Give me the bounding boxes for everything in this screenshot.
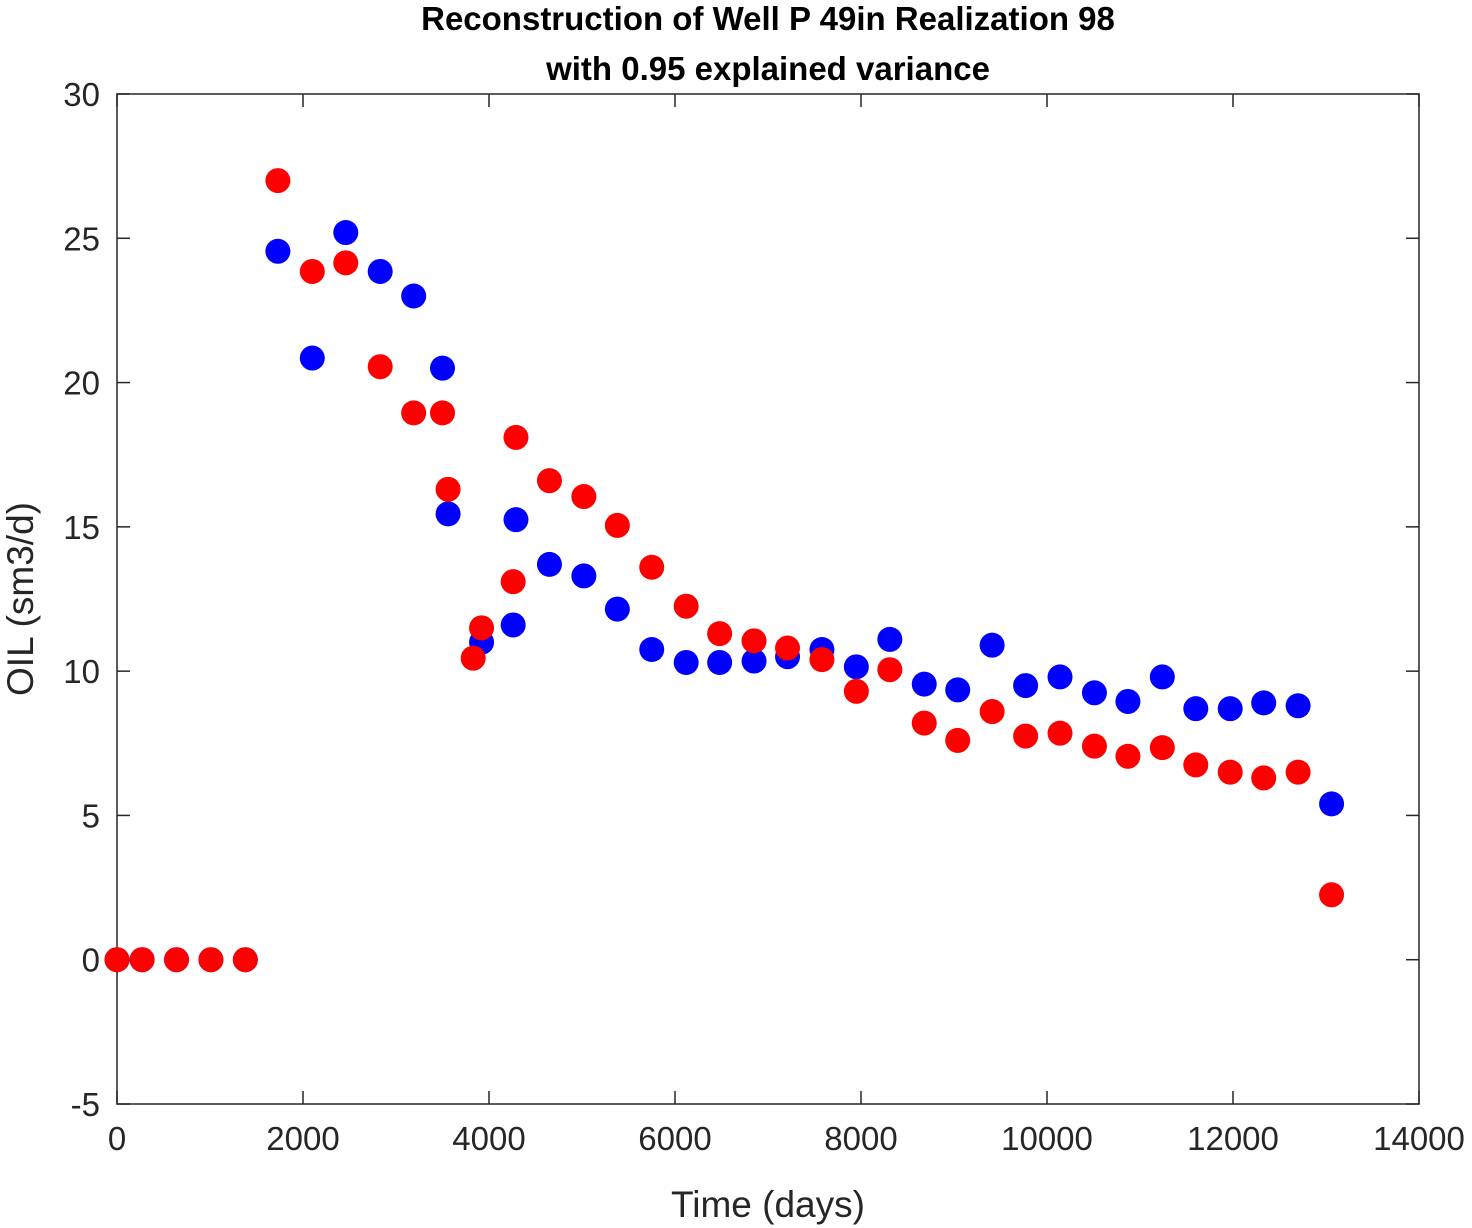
data-point-blue	[1183, 696, 1209, 722]
data-point-blue	[299, 345, 325, 371]
data-point-blue	[1285, 693, 1311, 719]
data-point-red	[1319, 882, 1345, 908]
y-tick-label: 15	[63, 509, 100, 546]
data-point-blue	[741, 648, 767, 674]
data-point-red	[469, 615, 495, 641]
data-point-blue	[265, 238, 291, 264]
data-point-red	[707, 621, 733, 647]
data-point-blue	[333, 220, 359, 246]
data-point-red	[911, 710, 937, 736]
data-point-red	[1115, 743, 1141, 769]
data-point-red	[503, 424, 529, 450]
data-point-blue	[604, 596, 630, 622]
data-point-blue	[435, 501, 461, 527]
data-point-blue	[1013, 673, 1039, 699]
data-point-red	[367, 354, 393, 380]
y-tick-label: 0	[82, 942, 100, 979]
data-point-red	[775, 635, 801, 661]
x-tick-label: 4000	[452, 1120, 525, 1157]
data-point-blue	[1217, 696, 1243, 722]
x-tick-label: 12000	[1187, 1120, 1279, 1157]
data-point-red	[164, 947, 190, 973]
y-tick-label: 10	[63, 653, 100, 690]
data-point-red	[1183, 752, 1209, 778]
y-tick-label: -5	[71, 1086, 100, 1123]
data-point-blue	[536, 551, 562, 577]
data-point-red	[435, 476, 461, 502]
data-point-blue	[673, 649, 699, 675]
data-point-red	[741, 628, 767, 654]
data-point-blue	[1251, 690, 1277, 716]
y-tick-label: 30	[63, 76, 100, 113]
chart-title-line-2: with 0.95 explained variance	[545, 50, 990, 87]
axis-ticks: 0 2000 4000 6000 8000 10000 12000 14000-5051015…	[63, 76, 1465, 1157]
data-point-blue	[430, 355, 455, 381]
data-point-red	[1251, 765, 1277, 791]
data-point-red	[1285, 759, 1311, 785]
data-point-blue	[367, 258, 393, 284]
data-point-red	[809, 647, 835, 673]
data-point-blue	[1047, 664, 1073, 690]
data-point-blue	[877, 626, 903, 652]
data-point-blue	[911, 671, 937, 697]
y-axis-label: OIL (sm3/d)	[0, 502, 41, 696]
data-point-red	[430, 400, 455, 426]
data-point-red	[1149, 735, 1175, 761]
data-point-red	[843, 678, 869, 704]
data-point-red	[104, 947, 130, 973]
data-point-red	[232, 947, 258, 973]
data-point-blue	[979, 632, 1005, 658]
data-point-red	[333, 250, 359, 276]
data-point-red	[571, 484, 597, 510]
data-point-red	[460, 645, 486, 671]
x-axis-label: Time (days)	[671, 1184, 865, 1225]
data-point-red	[945, 727, 971, 753]
data-point-blue	[945, 677, 971, 703]
data-point-red	[299, 258, 325, 284]
chart-title-line-1: Reconstruction of Well P 49in Realizatio…	[421, 0, 1115, 37]
plot-area	[116, 93, 1420, 1105]
data-point-red	[1013, 723, 1039, 749]
data-point-blue	[707, 649, 733, 675]
data-point-red	[1047, 720, 1073, 746]
data-point-blue	[1115, 688, 1141, 714]
y-tick-label: 20	[63, 365, 100, 402]
data-point-blue	[639, 637, 665, 662]
data-point-blue	[503, 507, 529, 533]
data-point-red	[979, 699, 1005, 725]
data-point-red	[639, 554, 665, 580]
y-tick-label: 25	[63, 220, 100, 257]
x-tick-label: 0	[108, 1120, 126, 1157]
data-point-red	[1081, 733, 1107, 759]
data-point-red	[500, 569, 526, 595]
x-tick-label: 8000	[824, 1120, 897, 1157]
data-point-blue	[571, 563, 597, 589]
data-point-red	[401, 400, 427, 426]
x-tick-label: 2000	[266, 1120, 339, 1157]
data-point-red	[877, 657, 903, 683]
data-point-red	[536, 468, 562, 494]
x-tick-label: 6000	[638, 1120, 711, 1157]
data-point-red	[265, 168, 291, 194]
data-point-blue	[1081, 680, 1107, 706]
data-point-red	[673, 593, 699, 619]
data-point-red	[198, 947, 224, 973]
data-point-blue	[843, 654, 869, 680]
data-point-blue	[401, 283, 427, 309]
data-points	[104, 168, 1345, 973]
data-point-blue	[500, 612, 526, 638]
data-point-blue	[1149, 664, 1175, 690]
data-point-red	[129, 947, 155, 973]
x-tick-label: 10000	[1001, 1120, 1093, 1157]
data-point-red	[604, 512, 630, 538]
data-point-red	[1217, 759, 1243, 785]
y-tick-label: 5	[82, 797, 100, 834]
data-point-blue	[1319, 791, 1345, 817]
x-tick-label: 14000	[1373, 1120, 1465, 1157]
